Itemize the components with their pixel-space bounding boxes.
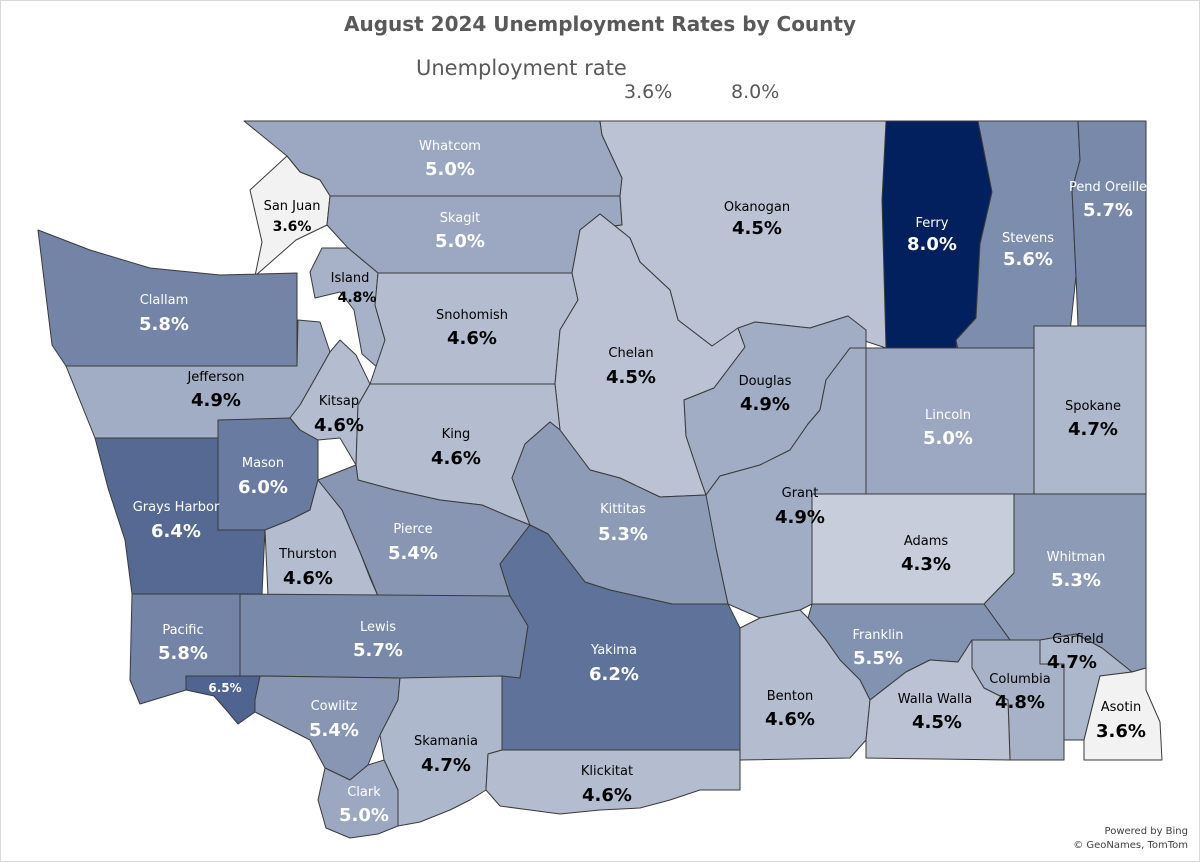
county-name-grant: Grant	[782, 486, 819, 501]
county-name-island: Island	[331, 271, 370, 286]
county-clark	[317, 759, 399, 839]
county-rate-mason: 6.0%	[238, 477, 288, 498]
county-lewis	[239, 593, 529, 679]
county-rate-kitsap: 4.6%	[314, 415, 364, 436]
county-name-cowlitz: Cowlitz	[311, 699, 358, 714]
county-name-skagit: Skagit	[440, 211, 480, 226]
county-name-grays-harbor: Grays Harbor	[133, 500, 220, 515]
county-rate-whatcom: 5.0%	[425, 159, 475, 180]
county-name-pend-oreille: Pend Oreille	[1069, 180, 1147, 195]
county-name-douglas: Douglas	[739, 374, 792, 389]
county-asotin	[1083, 667, 1163, 761]
county-name-mason: Mason	[242, 456, 284, 471]
county-name-adams: Adams	[904, 534, 949, 549]
county-rate-franklin: 5.5%	[853, 648, 903, 669]
county-adams	[811, 493, 1015, 605]
county-rate-asotin: 3.6%	[1096, 721, 1146, 742]
county-rate-cowlitz: 5.4%	[309, 720, 359, 741]
county-rate-okanogan: 4.5%	[732, 218, 782, 239]
county-name-jefferson: Jefferson	[186, 370, 244, 385]
county-name-yakima: Yakima	[590, 643, 637, 658]
county-rate-island: 4.8%	[338, 290, 377, 306]
county-walla-walla	[865, 639, 1011, 761]
county-rate-benton: 4.6%	[765, 709, 815, 730]
county-name-pacific: Pacific	[162, 623, 203, 638]
county-pend-oreille	[1071, 120, 1147, 327]
county-rate-pend-oreille: 5.7%	[1083, 200, 1133, 221]
county-rate-pierce: 5.4%	[388, 543, 438, 564]
county-name-thurston: Thurston	[278, 547, 337, 562]
county-rate-grays-harbor: 6.4%	[151, 521, 201, 542]
county-name-lewis: Lewis	[360, 620, 396, 635]
county-name-stevens: Stevens	[1002, 231, 1054, 246]
county-name-whatcom: Whatcom	[419, 139, 481, 154]
county-name-skamania: Skamania	[414, 734, 478, 749]
county-name-asotin: Asotin	[1101, 700, 1142, 715]
county-rate-snohomish: 4.6%	[447, 328, 497, 349]
county-rate-adams: 4.3%	[901, 554, 951, 575]
county-name-kitsap: Kitsap	[319, 394, 359, 409]
county-rate-whitman: 5.3%	[1051, 570, 1101, 591]
county-san-juan	[249, 155, 331, 277]
county-pierce	[317, 464, 531, 597]
map-title: August 2024 Unemployment Rates by County	[343, 12, 857, 36]
county-grant	[705, 347, 867, 619]
county-name-san-juan: San Juan	[264, 199, 321, 214]
county-rate-walla-walla: 4.5%	[912, 712, 962, 733]
county-rate-skamania: 4.7%	[421, 755, 471, 776]
county-name-clallam: Clallam	[140, 293, 189, 308]
county-rate-lincoln: 5.0%	[923, 428, 973, 449]
county-name-spokane: Spokane	[1065, 399, 1121, 414]
county-yakima	[499, 524, 741, 751]
county-name-okanogan: Okanogan	[724, 200, 790, 215]
county-name-franklin: Franklin	[852, 628, 903, 643]
county-rate-clallam: 5.8%	[139, 314, 189, 335]
county-name-ferry: Ferry	[916, 216, 949, 231]
county-rate-kittitas: 5.3%	[598, 524, 648, 545]
county-name-snohomish: Snohomish	[436, 308, 508, 323]
county-rate-chelan: 4.5%	[606, 367, 656, 388]
county-klickitat	[485, 749, 741, 815]
county-rate-skagit: 5.0%	[435, 231, 485, 252]
legend-max-label: 8.0%	[731, 81, 780, 103]
county-name-kittitas: Kittitas	[600, 502, 646, 517]
county-rate-thurston: 4.6%	[283, 568, 333, 589]
county-name-columbia: Columbia	[989, 672, 1050, 687]
county-clallam	[37, 229, 298, 367]
county-rate-spokane: 4.7%	[1068, 419, 1118, 440]
county-rate-lewis: 5.7%	[353, 640, 403, 661]
county-island	[309, 247, 386, 369]
legend-min-label: 3.6%	[624, 81, 673, 103]
county-rate-stevens: 5.6%	[1003, 249, 1053, 270]
county-name-klickitat: Klickitat	[581, 764, 633, 779]
county-rate-douglas: 4.9%	[740, 394, 790, 415]
county-rate-pacific: 5.8%	[158, 643, 208, 664]
county-name-chelan: Chelan	[608, 346, 653, 361]
county-rate-jefferson: 4.9%	[191, 390, 241, 411]
credit-attribution: © GeoNames, TomTom	[1073, 840, 1188, 851]
county-rate-klickitat: 4.6%	[582, 785, 632, 806]
credit-powered-by: Powered by Bing	[1104, 826, 1188, 837]
county-name-pierce: Pierce	[393, 522, 432, 537]
county-rate-clark: 5.0%	[339, 805, 389, 826]
county-rate-columbia: 4.8%	[995, 692, 1045, 713]
legend-title: Unemployment rate	[416, 56, 627, 80]
county-rate-king: 4.6%	[431, 448, 481, 469]
county-rate-yakima: 6.2%	[589, 664, 639, 685]
county-rate-garfield: 4.7%	[1047, 652, 1097, 673]
county-name-benton: Benton	[767, 689, 813, 704]
county-rate-ferry: 8.0%	[907, 234, 957, 255]
county-rate-san-juan: 3.6%	[273, 219, 312, 235]
county-name-garfield: Garfield	[1052, 632, 1103, 647]
county-name-walla-walla: Walla Walla	[898, 692, 973, 707]
county-rate-wahkiakum: 6.5%	[208, 681, 241, 695]
county-benton	[739, 609, 871, 761]
county-name-lincoln: Lincoln	[925, 408, 971, 423]
county-name-whitman: Whitman	[1047, 550, 1106, 565]
county-name-king: King	[442, 427, 471, 442]
county-rate-grant: 4.9%	[775, 507, 825, 528]
county-name-clark: Clark	[347, 785, 381, 800]
